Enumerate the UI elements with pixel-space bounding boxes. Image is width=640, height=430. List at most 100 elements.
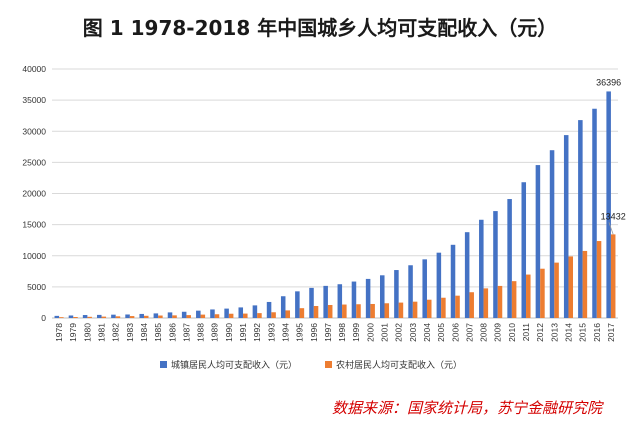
legend-label: 城镇居民人均可支配收入（元）: [171, 359, 297, 371]
bar-urban: [280, 296, 286, 318]
bar-rural: [59, 317, 64, 318]
bar-rural: [441, 297, 446, 318]
bar-urban: [337, 284, 343, 318]
bar-urban: [68, 315, 74, 318]
bar-urban: [379, 275, 385, 318]
x-tick-label: 2004: [422, 323, 432, 342]
bar-rural: [214, 314, 220, 318]
bar-rural: [398, 302, 404, 318]
bar-urban: [252, 305, 258, 318]
y-tick-label: 35000: [22, 95, 46, 105]
legend-label: 农村居民人均可支配收入（元）: [336, 359, 462, 371]
x-tick-label: 2007: [464, 323, 474, 342]
bar-rural: [200, 314, 206, 318]
x-tick-label: 1984: [139, 323, 149, 342]
x-tick-label: 1983: [125, 323, 135, 342]
x-tick-label: 1981: [97, 323, 107, 342]
y-tick-label: 20000: [22, 189, 46, 199]
legend-swatch: [160, 361, 167, 368]
bar-urban: [436, 252, 442, 318]
legend-swatch: [325, 361, 332, 368]
y-tick-label: 15000: [22, 220, 46, 230]
bar-rural: [497, 285, 503, 318]
bar-urban: [181, 311, 187, 318]
bar-urban: [323, 285, 328, 318]
bar-urban: [549, 150, 555, 318]
bar-rural: [327, 304, 333, 318]
x-tick-label: 2000: [365, 323, 375, 342]
data-labels: 36396 13432: [596, 77, 626, 235]
x-tick-label: 1999: [351, 323, 361, 342]
bar-urban: [394, 270, 399, 318]
bar-rural: [73, 317, 78, 318]
y-tick-label: 10000: [22, 251, 46, 261]
y-tick-label: 30000: [22, 126, 46, 136]
x-tick-label: 2006: [450, 323, 460, 342]
bar-rural: [384, 303, 390, 318]
bar-urban: [450, 244, 456, 318]
x-tick-label: 1991: [238, 323, 248, 342]
bar-urban: [96, 314, 102, 318]
bar-rural: [568, 256, 574, 318]
x-tick-label: 1986: [167, 323, 177, 342]
x-tick-label: 1987: [181, 323, 191, 342]
bar-urban: [479, 219, 484, 318]
bar-rural: [313, 306, 319, 318]
bar-rural: [101, 316, 107, 318]
y-tick-label: 5000: [27, 282, 46, 292]
bar-urban: [422, 259, 427, 318]
bar-rural: [596, 241, 602, 318]
bars: [54, 91, 616, 319]
bar-urban: [139, 313, 144, 318]
bar-rural: [299, 308, 305, 318]
y-axis: 0 5000 10000 15000 20000 25000 30000 35000 40000: [22, 64, 46, 323]
bar-rural: [158, 315, 163, 318]
bar-rural: [370, 303, 375, 318]
bar-rural: [186, 315, 191, 318]
legend-urban: 城镇居民人均可支配收入（元）: [160, 359, 297, 371]
bar-urban: [606, 91, 611, 318]
bar-urban: [365, 278, 371, 318]
x-tick-label: 2017: [606, 323, 616, 342]
bar-rural: [243, 313, 248, 318]
x-tick-label: 2002: [394, 323, 404, 342]
bar-urban: [578, 120, 583, 319]
x-tick-label: 1997: [323, 323, 333, 342]
data-label-rural: 13432: [601, 211, 626, 221]
bar-rural: [540, 268, 545, 318]
gridlines: [52, 68, 618, 319]
data-label-urban: 36396: [596, 77, 621, 87]
x-tick-label: 2003: [408, 323, 418, 342]
x-tick-label: 1993: [266, 323, 276, 342]
bar-rural: [271, 312, 276, 318]
x-tick-label: 1998: [337, 323, 347, 342]
bar-rural: [285, 310, 291, 318]
legend: 城镇居民人均可支配收入（元） 农村居民人均可支配收入（元）: [160, 359, 462, 371]
y-tick-label: 0: [41, 313, 46, 323]
bar-urban: [238, 307, 244, 318]
x-tick-label: 1982: [111, 323, 121, 342]
bar-rural: [610, 234, 616, 318]
bar-urban: [125, 314, 130, 318]
bar-rural: [582, 250, 588, 318]
x-tick-label: 1985: [153, 323, 163, 342]
x-tick-label: 2008: [479, 323, 489, 342]
bar-urban: [521, 182, 527, 318]
bar-rural: [342, 304, 347, 318]
bar-urban: [592, 108, 597, 318]
legend-rural: 农村居民人均可支配收入（元）: [325, 359, 462, 371]
x-tick-label: 1992: [252, 323, 262, 342]
bar-urban: [309, 287, 314, 318]
bar-urban: [54, 315, 60, 318]
bar-rural: [455, 295, 460, 318]
x-tick-label: 2014: [563, 323, 573, 342]
bar-rural: [469, 292, 474, 318]
data-label-leader: [608, 222, 614, 235]
bar-urban: [535, 165, 541, 318]
data-source: 数据来源：国家统计局，苏宁金融研究院: [331, 399, 602, 417]
x-tick-label: 2009: [493, 323, 503, 342]
y-tick-label: 40000: [22, 64, 46, 74]
x-tick-label: 2005: [436, 323, 446, 342]
x-tick-label: 1978: [54, 323, 64, 342]
